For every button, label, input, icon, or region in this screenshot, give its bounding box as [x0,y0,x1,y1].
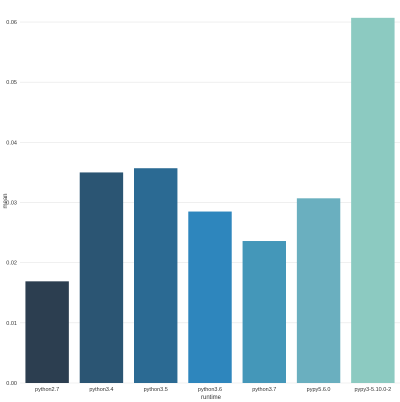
y-tick-label: 0.03 [6,201,17,207]
bars [25,17,395,383]
x-tick-label: python3.7 [252,387,276,393]
y-tick-label: 0.04 [6,140,17,146]
y-tick-label: 0.00 [6,381,17,387]
y-axis-ticks: 0.00 0.01 0.02 0.03 0.04 0.05 0.06 [6,20,17,387]
y-tick-label: 0.05 [6,80,17,86]
bar-python3-5 [134,168,178,383]
y-tick-label: 0.02 [6,261,17,267]
x-tick-label: pypy3-5.10.0-2 [355,387,392,393]
x-axis-ticks: python2.7 python3.4 python3.5 python3.6 pyth… [35,387,391,393]
y-tick-label: 0.01 [6,321,17,327]
x-tick-label: python2.7 [35,387,59,393]
y-tick-label: 0.06 [6,20,17,26]
y-axis-label: mean [3,193,9,208]
x-tick-label: python3.4 [89,387,113,393]
bar-pypy5-6-0 [296,198,341,383]
x-tick-label: python3.5 [144,387,168,393]
bar-python2-7 [25,281,69,383]
bar-python3-4 [79,172,124,383]
bar-python3-7 [242,241,286,383]
bar-python3-6 [188,211,232,383]
x-axis-label: runtime [201,395,222,401]
x-tick-label: pypy5.6.0 [307,387,331,393]
x-tick-label: python3.6 [198,387,222,393]
bar-pypy3-5-10-0-2 [351,17,395,383]
